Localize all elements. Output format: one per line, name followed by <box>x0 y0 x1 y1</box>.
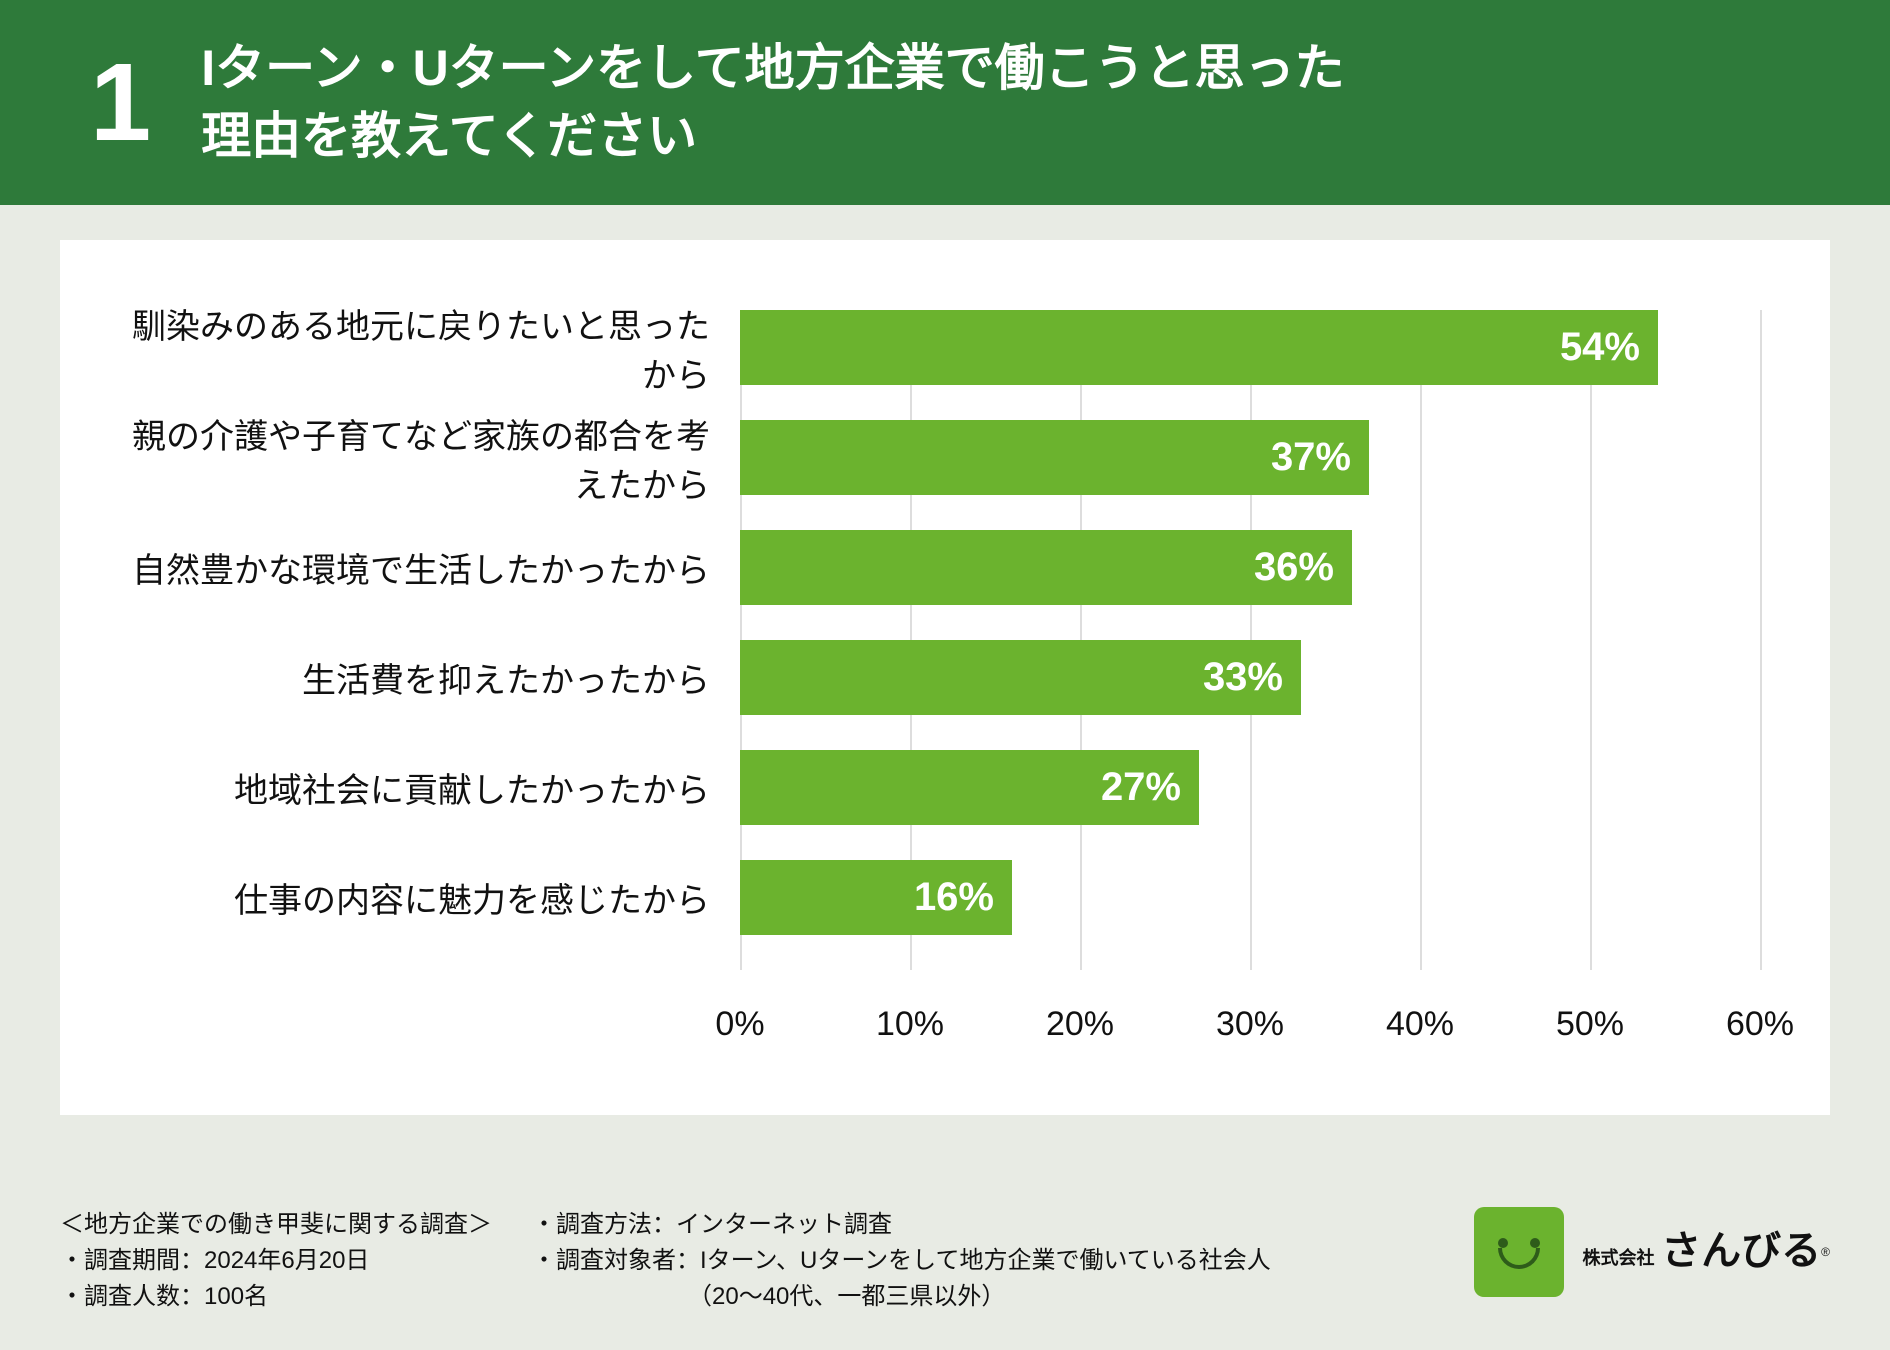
bar-label: 馴染みのある地元に戻りたいと思ったから <box>130 299 740 397</box>
bar: 36% <box>740 530 1352 605</box>
bar: 16% <box>740 860 1012 935</box>
title-line-2: 理由を教えてください <box>201 108 697 164</box>
x-tick-label: 50% <box>1556 1005 1624 1044</box>
plot-area: 54%37%36%33%27%16% 0%10%20%30%40%50%60% <box>740 310 1760 1055</box>
bar-row: 16% <box>740 860 1760 935</box>
bar-label: 仕事の内容に魅力を感じたから <box>130 873 740 922</box>
logo-icon <box>1474 1207 1564 1297</box>
bars-container: 54% 37% 36% 33% 27% 16% <box>740 310 1760 970</box>
logo-face-icon <box>1484 1232 1554 1272</box>
x-tick-label: 20% <box>1046 1005 1114 1044</box>
company-prefix: 株式会社 <box>1582 1248 1654 1268</box>
company-name: さんびる <box>1661 1229 1821 1273</box>
bar-label: 地域社会に貢献したかったから <box>130 763 740 812</box>
header-banner: 1 Iターン・Uターンをして地方企業で働こうと思った 理由を教えてください <box>0 0 1890 205</box>
survey-title: ＜地方企業での働き甲斐に関する調査＞ <box>60 1207 492 1243</box>
footer-col-1: ＜地方企業での働き甲斐に関する調査＞ ・調査期間：2024年6月20日 ・調査人… <box>60 1207 492 1315</box>
bar: 54% <box>740 310 1658 385</box>
bar-row: 54% <box>740 310 1760 385</box>
gridline <box>1760 310 1762 970</box>
logo-text: 株式会社 さんびる® <box>1582 1229 1830 1275</box>
company-logo: 株式会社 さんびる® <box>1474 1207 1830 1297</box>
bar-row: 27% <box>740 750 1760 825</box>
x-tick-label: 40% <box>1386 1005 1454 1044</box>
bar-label: 親の介護や子育てなど家族の都合を考えたから <box>130 409 740 507</box>
survey-count: ・調査人数：100名 <box>60 1279 492 1315</box>
chart-area: 馴染みのある地元に戻りたいと思ったから親の介護や子育てなど家族の都合を考えたから… <box>130 310 1760 1055</box>
x-tick-label: 60% <box>1726 1005 1794 1044</box>
bar-label: 自然豊かな環境で生活したかったから <box>130 543 740 592</box>
survey-period: ・調査期間：2024年6月20日 <box>60 1243 492 1279</box>
question-number: 1 <box>90 48 151 158</box>
x-tick-label: 30% <box>1216 1005 1284 1044</box>
registered-mark: ® <box>1821 1245 1830 1259</box>
footer-col-2: ・調査方法：インターネット調査 ・調査対象者：Iターン、Uターンをして地方企業で… <box>532 1207 1271 1315</box>
title-line-1: Iターン・Uターンをして地方企業で働こうと思った <box>201 40 1345 96</box>
x-tick-label: 0% <box>715 1005 764 1044</box>
bar-row: 37% <box>740 420 1760 495</box>
y-axis-labels: 馴染みのある地元に戻りたいと思ったから親の介護や子育てなど家族の都合を考えたから… <box>130 310 740 1055</box>
bar-label: 生活費を抑えたかったから <box>130 653 740 702</box>
footer: ＜地方企業での働き甲斐に関する調査＞ ・調査期間：2024年6月20日 ・調査人… <box>60 1207 1830 1315</box>
x-tick-label: 10% <box>876 1005 944 1044</box>
survey-target: ・調査対象者：Iターン、Uターンをして地方企業で働いている社会人 <box>532 1243 1271 1279</box>
x-axis: 0%10%20%30%40%50%60% <box>740 1005 1760 1055</box>
bar: 33% <box>740 640 1301 715</box>
bar: 27% <box>740 750 1199 825</box>
survey-target-detail: （20〜40代、一都三県以外） <box>532 1279 1271 1315</box>
bar-row: 33% <box>740 640 1760 715</box>
bar: 37% <box>740 420 1369 495</box>
chart-panel: 馴染みのある地元に戻りたいと思ったから親の介護や子育てなど家族の都合を考えたから… <box>60 240 1830 1115</box>
question-title: Iターン・Uターンをして地方企業で働こうと思った 理由を教えてください <box>201 35 1345 170</box>
survey-method: ・調査方法：インターネット調査 <box>532 1207 1271 1243</box>
bar-row: 36% <box>740 530 1760 605</box>
